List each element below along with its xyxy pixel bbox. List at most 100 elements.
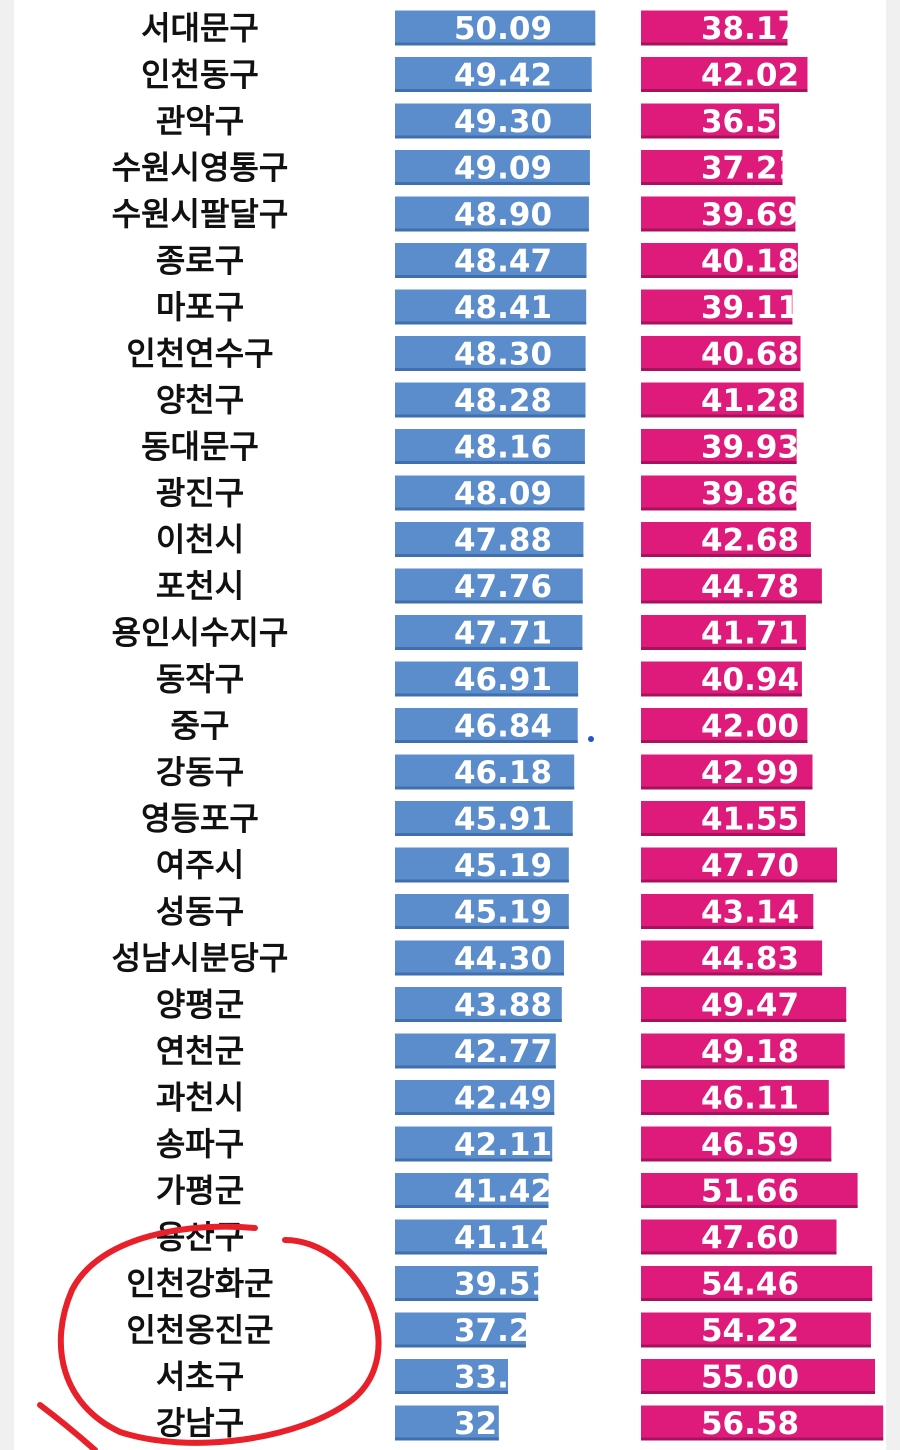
bar-series-a-value: 32.23 xyxy=(454,1406,552,1442)
bar-series-a xyxy=(395,1080,555,1115)
bar-series-b-shadow xyxy=(641,740,808,743)
bar-series-a-shadow xyxy=(395,926,569,929)
bar-series-a xyxy=(395,243,587,278)
bar-series-b-value: 40.68 xyxy=(701,337,799,373)
category-label: 과천시 xyxy=(156,1079,244,1117)
bar-series-a xyxy=(395,615,583,650)
bar-series-b xyxy=(641,987,847,1022)
stray-dot xyxy=(588,736,594,742)
bar-series-a xyxy=(395,708,578,743)
bar-series-b-shadow xyxy=(641,42,788,46)
bar-series-a-value: 41.42 xyxy=(454,1174,552,1210)
bar-series-b xyxy=(641,894,814,929)
bar-series-a xyxy=(395,289,587,325)
bar-series-b-value: 39.86 xyxy=(701,476,799,512)
category-label: 용인시수지구 xyxy=(112,614,289,652)
bar-series-b-value: 42.68 xyxy=(701,523,799,559)
bar-series-b-value: 46.59 xyxy=(701,1127,799,1163)
bar-series-b-value: 54.22 xyxy=(701,1313,799,1349)
bar-series-b xyxy=(641,568,822,604)
bar-series-b xyxy=(641,429,797,464)
bar-series-a-value: 50.09 xyxy=(454,11,552,47)
bar-series-b-shadow xyxy=(641,1112,829,1115)
bar-series-a xyxy=(395,661,579,697)
bar-series-b-shadow xyxy=(641,228,796,232)
bar-series-b xyxy=(641,801,806,836)
bar-series-a-value: 41.14 xyxy=(454,1220,552,1256)
bar-series-a xyxy=(395,1173,549,1208)
bar-series-a-value: 47.88 xyxy=(454,523,552,559)
bar-series-b xyxy=(641,57,808,92)
bar-series-a xyxy=(395,150,590,185)
bar-series-a-value: 49.09 xyxy=(454,151,552,187)
bar-series-a xyxy=(395,847,569,883)
bar-series-b-shadow xyxy=(641,1251,837,1255)
bar-series-b-value: 42.02 xyxy=(701,58,799,94)
bar-series-a-value: 48.09 xyxy=(454,476,552,512)
bar-series-b xyxy=(641,754,813,790)
bar-series-a xyxy=(395,1312,526,1348)
bar-series-a-value: 47.71 xyxy=(454,616,552,652)
bar-series-b-shadow xyxy=(641,1019,847,1022)
bar-series-b-value: 42.99 xyxy=(701,755,799,791)
bar-series-a-shadow xyxy=(395,1344,526,1348)
bar-series-a-shadow xyxy=(395,1437,499,1441)
category-label: 연천군 xyxy=(156,1032,244,1070)
annotation-circle xyxy=(57,1223,382,1446)
bar-series-a-value: 48.28 xyxy=(454,383,552,419)
bar-series-a-shadow xyxy=(395,1065,556,1069)
bar-series-a-value: 45.91 xyxy=(454,802,552,838)
bar-series-b xyxy=(641,1359,875,1394)
bar-series-b xyxy=(641,1266,873,1301)
bar-series-b-shadow xyxy=(641,647,806,650)
bar-series-a-shadow xyxy=(395,693,579,697)
category-labels: 서대문구인천동구관악구수원시영통구수원시팔달구종로구마포구인천연수구양천구동대문… xyxy=(112,9,289,1442)
bar-series-b-value: 36.56 xyxy=(701,104,799,140)
bar-series-b xyxy=(641,1033,845,1069)
bar-series-a xyxy=(395,336,586,371)
category-label: 인천동구 xyxy=(141,56,259,94)
bar-series-b-value: 49.18 xyxy=(701,1034,799,1070)
bar-series-b-value: 39.93 xyxy=(701,430,799,466)
bar-series-b xyxy=(641,196,796,232)
bar-series-a-value: 45.19 xyxy=(454,848,552,884)
bar-series-b-value: 41.55 xyxy=(701,802,799,838)
category-label: 중구 xyxy=(171,707,230,745)
bar-series-b-value: 46.11 xyxy=(701,1081,799,1117)
bar-series-a-shadow xyxy=(395,1158,553,1162)
bar-series-a xyxy=(395,429,585,464)
bar-series-a xyxy=(395,382,586,418)
bar-series-b-shadow xyxy=(641,879,837,883)
bar-series-b-value: 40.94 xyxy=(701,662,799,698)
bar-series-b xyxy=(641,708,808,743)
category-label: 인천강화군 xyxy=(126,1265,273,1303)
bar-series-b-value: 51.66 xyxy=(701,1174,799,1210)
bar-series-b-shadow xyxy=(641,972,823,976)
bar-series-b-shadow xyxy=(641,1065,845,1069)
bar-series-b xyxy=(641,1312,871,1348)
bar-series-b xyxy=(641,150,783,185)
bar-series-a-shadow xyxy=(395,275,587,278)
bar-series-a-shadow xyxy=(395,507,585,511)
hand-drawn-annotation xyxy=(37,736,594,1450)
category-label: 동대문구 xyxy=(141,428,259,466)
category-label: 관악구 xyxy=(156,102,244,140)
bar-series-a-shadow xyxy=(395,972,564,976)
series-a-bars: 50.09 49.42 49.30 49.09 48.90 48.47 48.41 48.30… xyxy=(395,10,596,1442)
bar-series-a-shadow xyxy=(395,1112,555,1115)
bar-series-a-shadow xyxy=(395,321,587,325)
bar-series-a-shadow xyxy=(395,1391,508,1394)
bar-series-b-value: 49.47 xyxy=(701,988,799,1024)
bar-series-b-value: 42.00 xyxy=(701,709,799,745)
bar-series-b-shadow xyxy=(641,414,804,418)
bar-series-b-value: 41.28 xyxy=(701,383,799,419)
bar-series-a-shadow xyxy=(395,879,569,883)
bar-series-b xyxy=(641,1219,837,1255)
bar-series-b-value: 39.11 xyxy=(701,290,799,326)
bar-series-a-shadow xyxy=(395,42,596,46)
bar-series-a-shadow xyxy=(395,135,591,139)
bar-series-b xyxy=(641,522,811,557)
category-label: 강동구 xyxy=(156,753,244,791)
